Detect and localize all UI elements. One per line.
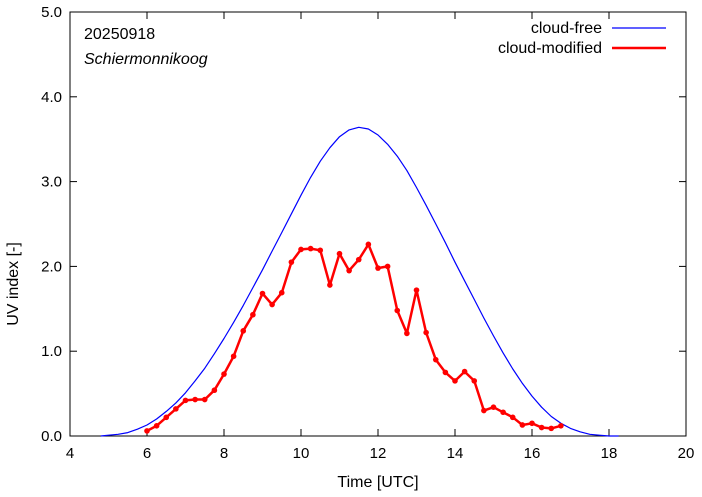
data-point-cloud-modified — [317, 247, 324, 254]
data-point-cloud-modified — [288, 259, 295, 265]
data-point-cloud-modified — [269, 301, 275, 308]
data-point-cloud-modified — [538, 424, 545, 431]
y-axis-label: UV index [-] — [5, 242, 22, 326]
location-annotation: Schiermonnikoog — [84, 51, 208, 68]
data-point-cloud-modified — [558, 423, 564, 429]
data-point-cloud-modified — [509, 414, 516, 421]
x-tick-label: 4 — [66, 445, 74, 462]
y-tick-label: 2.0 — [41, 258, 62, 275]
y-tick-label: 5.0 — [41, 4, 62, 21]
legend-label-cloud-modified: cloud-modified — [498, 40, 602, 57]
data-point-cloud-modified — [365, 241, 372, 248]
series-line-cloud-free — [100, 126, 619, 437]
x-tick-label: 20 — [678, 445, 695, 462]
x-tick-label: 12 — [370, 445, 387, 462]
data-point-cloud-modified — [519, 422, 526, 428]
data-point-cloud-modified — [394, 307, 401, 314]
data-point-cloud-modified — [230, 353, 237, 360]
data-point-cloud-modified — [471, 378, 478, 384]
data-point-cloud-modified — [250, 311, 256, 318]
y-tick-label: 3.0 — [41, 174, 62, 191]
data-point-cloud-modified — [144, 428, 150, 434]
data-point-cloud-modified — [346, 267, 352, 274]
data-point-cloud-modified — [163, 414, 170, 421]
x-tick-label: 18 — [601, 445, 618, 462]
data-point-cloud-modified — [413, 287, 420, 293]
data-point-cloud-modified — [529, 420, 535, 427]
x-tick-label: 14 — [447, 445, 464, 462]
data-point-cloud-modified — [211, 387, 218, 394]
series-line-cloud-modified — [146, 243, 562, 433]
axis-ticks: 4 6 8 10 12 14 16 18 20 0.0 1.0 2.0 3.0 4.0 5.0 — [41, 4, 694, 462]
data-point-cloud-modified — [259, 290, 266, 297]
data-point-cloud-modified — [173, 406, 179, 412]
data-point-cloud-modified — [327, 282, 333, 288]
x-tick-label: 10 — [293, 445, 310, 462]
date-annotation: 20250918 — [84, 26, 155, 43]
data-point-cloud-modified — [192, 396, 198, 403]
y-tick-label: 4.0 — [41, 89, 62, 106]
x-tick-label: 8 — [220, 445, 228, 462]
data-point-cloud-modified — [442, 369, 449, 376]
x-tick-label: 6 — [143, 445, 151, 462]
data-point-cloud-modified — [481, 407, 487, 414]
data-point-cloud-modified — [153, 423, 160, 429]
data-point-cloud-modified — [298, 246, 304, 253]
plot-area-frame — [69, 11, 687, 437]
data-point-cloud-modified — [432, 356, 439, 363]
data-point-cloud-modified — [490, 404, 497, 410]
data-point-cloud-modified — [201, 396, 208, 403]
legend: cloud-free cloud-modified — [498, 20, 666, 57]
x-axis-label: Time [UTC] — [337, 474, 418, 491]
data-point-cloud-modified — [240, 328, 247, 334]
data-point-cloud-modified — [307, 245, 314, 252]
data-point-cloud-modified — [452, 378, 458, 384]
y-tick-label: 0.0 — [41, 428, 62, 445]
data-point-cloud-modified — [500, 409, 506, 416]
data-point-cloud-modified — [336, 250, 343, 257]
data-point-cloud-modified — [182, 397, 189, 404]
data-point-cloud-modified — [221, 371, 227, 377]
data-point-cloud-modified — [278, 289, 285, 296]
data-point-cloud-modified — [548, 425, 555, 432]
data-point-cloud-modified — [404, 330, 410, 337]
x-tick-label: 16 — [524, 445, 541, 462]
y-tick-label: 1.0 — [41, 343, 62, 360]
data-point-cloud-modified — [423, 329, 429, 336]
series-layer — [100, 126, 619, 437]
legend-label-cloud-free: cloud-free — [531, 20, 602, 37]
data-point-cloud-modified — [461, 368, 468, 375]
data-point-cloud-modified — [375, 265, 381, 271]
data-point-cloud-modified — [355, 256, 362, 263]
data-point-cloud-modified — [384, 263, 391, 270]
